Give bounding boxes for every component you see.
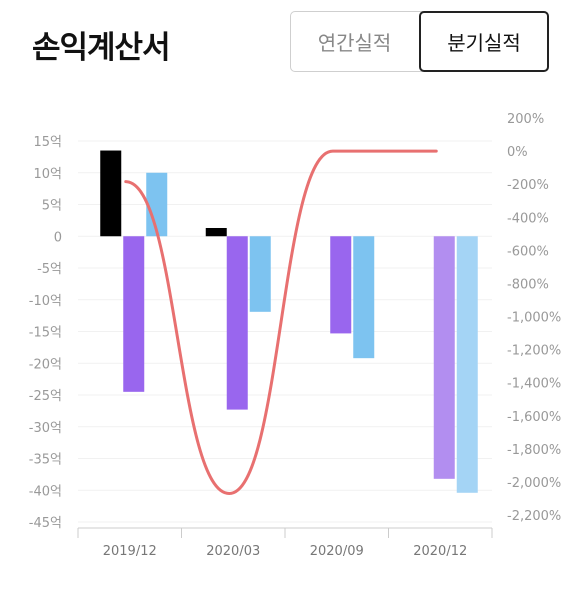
tab-annual[interactable]: 연간실적 bbox=[317, 31, 392, 55]
bar bbox=[123, 236, 145, 392]
left-tick-label: -25억 bbox=[29, 389, 62, 404]
bar bbox=[100, 150, 122, 237]
left-tick-label: -5억 bbox=[37, 262, 62, 277]
bar bbox=[226, 236, 248, 410]
right-tick-label: -1,800% bbox=[507, 443, 561, 458]
ratio-line-path bbox=[124, 149, 438, 495]
bar bbox=[330, 236, 352, 334]
x-tick-label: 2020/12 bbox=[413, 544, 467, 559]
bar bbox=[249, 236, 271, 312]
x-tick-label: 2020/09 bbox=[310, 544, 364, 559]
right-tick-label: -200% bbox=[507, 178, 549, 193]
bar bbox=[353, 236, 375, 359]
bar bbox=[433, 236, 455, 479]
x-axis: 2019/12 2020/03 2020/09 2020/12 bbox=[77, 527, 493, 559]
left-axis: 15억 10억 5억 0 -5억 -10억 -15억 -20억 -25억 -30억 -35억 -40억… bbox=[29, 135, 62, 531]
bar bbox=[146, 172, 168, 237]
ratio-line bbox=[124, 149, 438, 495]
x-tick-label: 2020/03 bbox=[206, 544, 260, 559]
left-tick-label: -45억 bbox=[29, 516, 62, 531]
left-tick-label: 15억 bbox=[33, 135, 62, 150]
right-tick-label: 200% bbox=[507, 112, 544, 127]
period-toggle: 연간실적 분기실적 bbox=[290, 11, 549, 72]
right-tick-label: -600% bbox=[507, 244, 549, 259]
grid bbox=[78, 140, 492, 523]
left-tick-label: 0 bbox=[54, 230, 62, 245]
bars bbox=[100, 150, 478, 493]
right-tick-label: -800% bbox=[507, 277, 549, 292]
page-title: 손익계산서 bbox=[32, 30, 171, 66]
bar bbox=[205, 227, 227, 237]
right-tick-label: -2,000% bbox=[507, 476, 561, 491]
left-tick-label: -40억 bbox=[29, 484, 62, 499]
left-tick-label: -30억 bbox=[29, 421, 62, 436]
left-tick-label: 10억 bbox=[33, 167, 62, 182]
right-tick-label: -1,400% bbox=[507, 377, 561, 392]
right-axis: 200% 0% -200% -400% -600% -800% -1,000% -1,200%… bbox=[507, 112, 561, 524]
right-tick-label: -1,000% bbox=[507, 311, 561, 326]
left-tick-label: -35억 bbox=[29, 453, 62, 468]
right-tick-label: 0% bbox=[507, 145, 528, 160]
bar bbox=[456, 236, 478, 493]
right-tick-label: -400% bbox=[507, 211, 549, 226]
left-tick-label: -15억 bbox=[29, 326, 62, 341]
left-tick-label: 5억 bbox=[42, 199, 62, 214]
right-tick-label: -1,200% bbox=[507, 344, 561, 359]
right-tick-label: -1,600% bbox=[507, 410, 561, 425]
tab-quarterly[interactable]: 분기실적 bbox=[419, 11, 549, 72]
left-tick-label: -10억 bbox=[29, 294, 62, 309]
right-tick-label: -2,200% bbox=[507, 509, 561, 524]
left-tick-label: -20억 bbox=[29, 357, 62, 372]
x-tick-label: 2019/12 bbox=[103, 544, 157, 559]
